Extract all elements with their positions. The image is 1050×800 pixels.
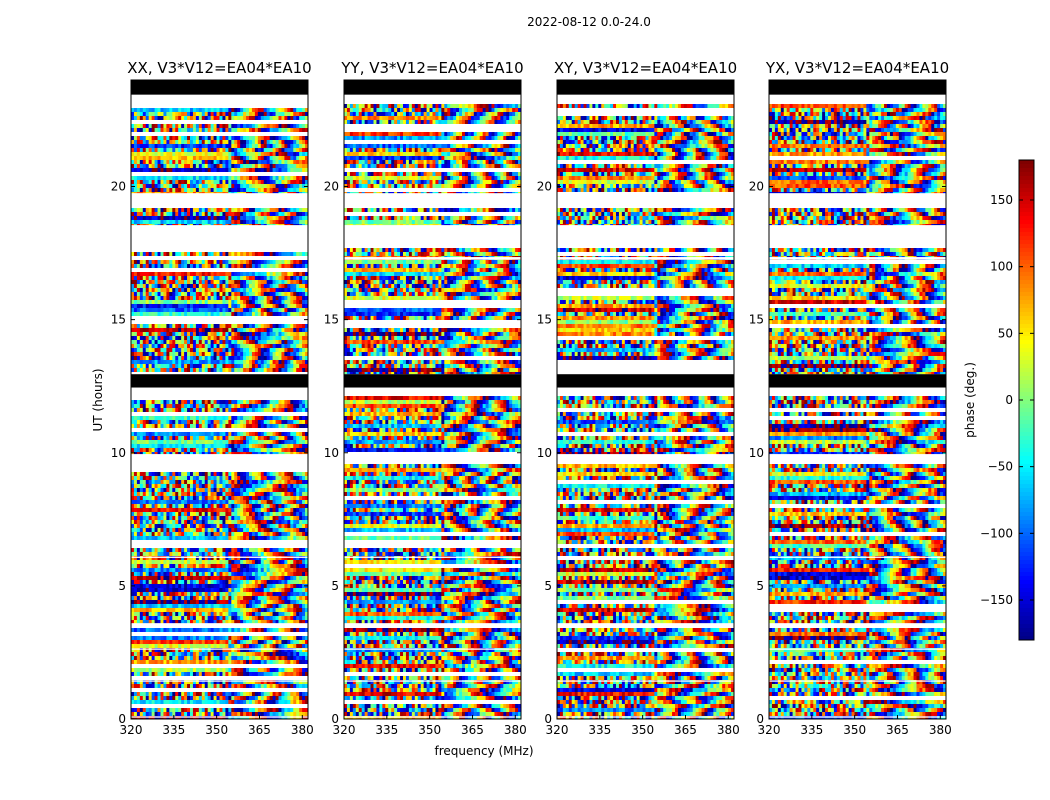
phase-heatmap-xx [131, 80, 308, 719]
y-axis-label: UT (hours) [91, 368, 105, 431]
masked-band [769, 374, 946, 388]
x-tick-label: 365 [674, 723, 697, 737]
x-tick-label: 365 [886, 723, 909, 737]
colorbar-tick-label: 0 [1005, 393, 1013, 407]
colorbar-tick-label: 50 [998, 326, 1013, 340]
colorbar-tick-label: −50 [988, 460, 1013, 474]
y-tick-label: 10 [324, 446, 339, 460]
phase-heatmap-yx [769, 80, 946, 719]
masked-band [344, 80, 521, 95]
y-tick-label: 10 [749, 446, 764, 460]
y-tick-label: 20 [537, 180, 552, 194]
y-tick-label: 20 [324, 180, 339, 194]
panel-frame [556, 79, 735, 720]
x-tick-label: 380 [504, 723, 527, 737]
x-tick-label: 350 [205, 723, 228, 737]
x-tick-label: 320 [758, 723, 781, 737]
panel-frame [130, 79, 309, 720]
panel-title: XY, V3*V12=EA04*EA10 [554, 59, 737, 77]
y-tick-label: 5 [544, 579, 552, 593]
panels-group: XX, V3*V12=EA04*EA10 320 335 350 365 380 0 5 10 1… [111, 59, 952, 737]
figure-suptitle: 2022-08-12 0.0-24.0 [527, 15, 651, 29]
masked-band [131, 80, 308, 95]
colorbar: 150 100 50 0 −50 −100 −150 [980, 159, 1035, 641]
phase-heatmap-xy [557, 80, 734, 719]
y-tick-label: 0 [756, 712, 764, 726]
x-tick-label: 335 [588, 723, 611, 737]
y-tick-label: 5 [331, 579, 339, 593]
x-tick-label: 350 [843, 723, 866, 737]
phase-heatmap-yy [344, 80, 521, 719]
y-tick-label: 0 [118, 712, 126, 726]
y-tick-label: 0 [544, 712, 552, 726]
masked-band [344, 374, 521, 388]
colorbar-tick-label: −150 [980, 593, 1013, 607]
panel-title: YY, V3*V12=EA04*EA10 [340, 59, 523, 77]
x-tick-label: 320 [120, 723, 143, 737]
x-tick-label: 320 [333, 723, 356, 737]
x-tick-label: 380 [929, 723, 952, 737]
x-tick-label: 350 [631, 723, 654, 737]
x-tick-label: 365 [461, 723, 484, 737]
y-tick-label: 15 [749, 313, 764, 327]
x-tick-label: 335 [800, 723, 823, 737]
y-tick-label: 15 [111, 313, 126, 327]
colorbar-tick-label: −100 [980, 526, 1013, 540]
colorbar-tick-label: 150 [990, 193, 1013, 207]
x-tick-label: 350 [418, 723, 441, 737]
panel-xy: XY, V3*V12=EA04*EA10 320 335 350 365 380 0 5 10 1… [537, 59, 740, 737]
y-tick-label: 20 [749, 180, 764, 194]
panel-yy: YY, V3*V12=EA04*EA10 320 335 350 365 380 0 5 10 1… [324, 59, 527, 737]
y-tick-label: 0 [331, 712, 339, 726]
y-tick-label: 5 [756, 579, 764, 593]
masked-band [557, 80, 734, 95]
x-tick-label: 335 [162, 723, 185, 737]
y-tick-label: 15 [324, 313, 339, 327]
y-tick-label: 10 [111, 446, 126, 460]
masked-band [131, 374, 308, 388]
y-tick-label: 20 [111, 180, 126, 194]
x-tick-label: 380 [717, 723, 740, 737]
y-tick-label: 5 [118, 579, 126, 593]
colorbar-tick-label: 100 [990, 260, 1013, 274]
panel-frame [768, 79, 947, 720]
panel-title: YX, V3*V12=EA04*EA10 [765, 59, 949, 77]
panel-xx: XX, V3*V12=EA04*EA10 320 335 350 365 380 0 5 10 1… [111, 59, 314, 737]
panel-yx: YX, V3*V12=EA04*EA10 320 335 350 365 380 0 5 10 1… [749, 59, 952, 737]
masked-band [557, 374, 734, 388]
y-tick-label: 10 [537, 446, 552, 460]
masked-band [769, 80, 946, 95]
x-tick-label: 335 [375, 723, 398, 737]
panel-frame [343, 79, 522, 720]
x-tick-label: 320 [546, 723, 569, 737]
x-axis-label: frequency (MHz) [434, 744, 533, 758]
panel-title: XX, V3*V12=EA04*EA10 [127, 59, 311, 77]
y-tick-label: 15 [537, 313, 552, 327]
colorbar-label: phase (deg.) [963, 362, 977, 438]
x-tick-label: 365 [248, 723, 271, 737]
x-tick-label: 380 [291, 723, 314, 737]
